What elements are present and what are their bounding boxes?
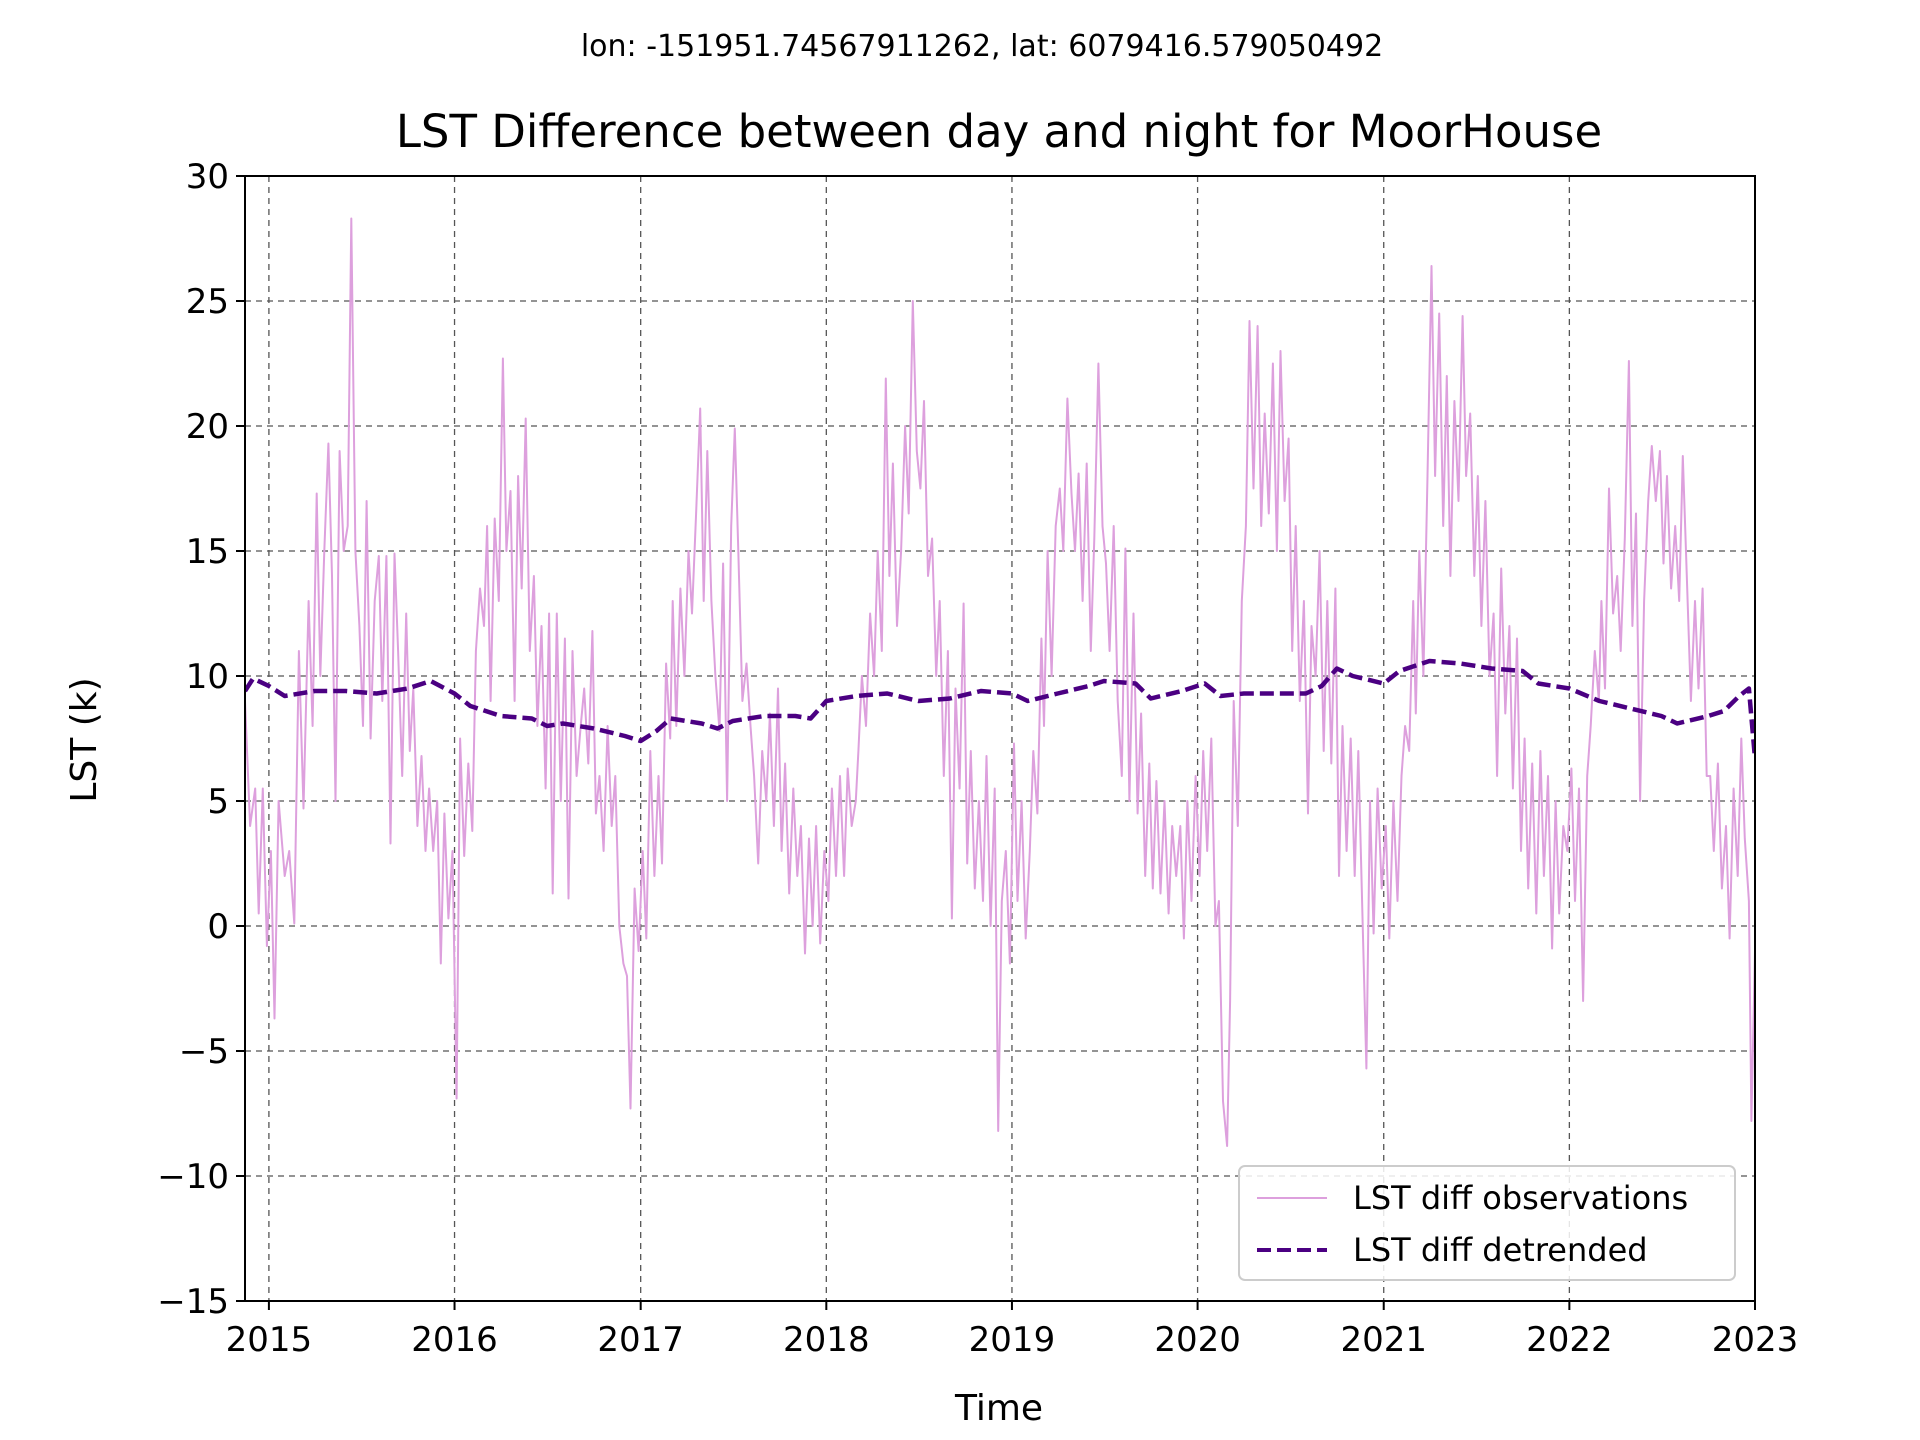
x-tick-label: 2018: [783, 1320, 870, 1360]
x-tick-label: 2019: [969, 1320, 1056, 1360]
legend: LST diff observations LST diff detrended: [1238, 1165, 1736, 1281]
y-tick-label: −10: [157, 1157, 229, 1197]
x-axis-ticks: 2015 2016 2017 2018 2019 2020 2021 2022 2023: [226, 1301, 1799, 1360]
legend-label-observations: LST diff observations: [1353, 1179, 1688, 1217]
y-axis-title: LST (k): [64, 677, 105, 802]
grid-lines: [245, 176, 1755, 1301]
y-tick-label: 0: [207, 907, 229, 947]
x-tick-label: 2016: [411, 1320, 498, 1360]
series-line-observations: [245, 217, 1755, 1147]
y-tick-label: 20: [186, 407, 229, 447]
chart-suptitle: lon: -151951.74567911262, lat: 6079416.5…: [581, 29, 1383, 64]
y-tick-label: 30: [186, 157, 229, 197]
x-axis-title: Time: [954, 1388, 1043, 1429]
x-tick-label: 2023: [1712, 1320, 1799, 1360]
y-tick-label: −15: [157, 1282, 229, 1322]
x-tick-label: 2022: [1526, 1320, 1613, 1360]
legend-box: [1238, 1165, 1736, 1281]
x-tick-label: 2015: [226, 1320, 313, 1360]
x-tick-label: 2021: [1340, 1320, 1427, 1360]
y-tick-label: 25: [186, 282, 229, 322]
series-layer: [245, 217, 1755, 1147]
plot-frame: [244, 175, 1756, 1302]
y-axis-ticks: 30 25 20 15 10 5 0 −5 −10 −15: [157, 157, 245, 1322]
x-tick-label: 2020: [1154, 1320, 1241, 1360]
legend-label-detrended: LST diff detrended: [1353, 1231, 1648, 1269]
y-tick-label: −5: [179, 1032, 229, 1072]
y-tick-label: 15: [186, 532, 229, 572]
y-tick-label: 5: [207, 782, 229, 822]
series-line-detrended: [245, 658, 1755, 759]
y-tick-label: 10: [186, 657, 229, 697]
x-tick-label: 2017: [597, 1320, 684, 1360]
chart-title: LST Difference between day and night for…: [396, 105, 1602, 158]
